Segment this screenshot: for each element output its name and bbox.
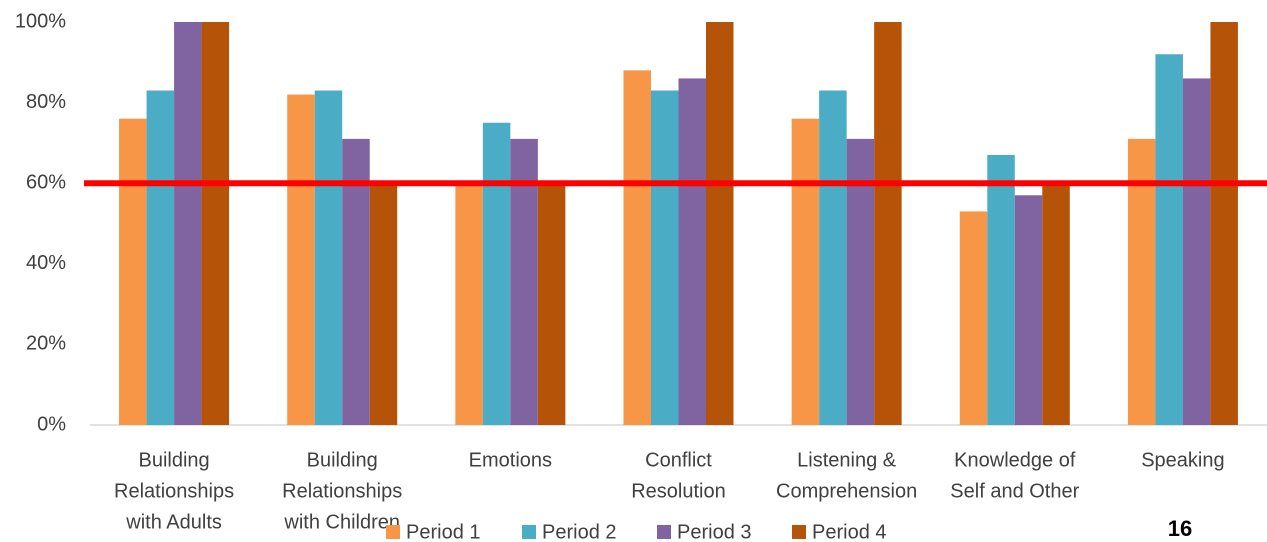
- y-tick-label: 20%: [26, 333, 66, 355]
- legend-swatch: [386, 525, 400, 539]
- bar: [1042, 183, 1070, 425]
- bar: [846, 138, 875, 425]
- legend-swatch: [522, 525, 536, 539]
- legend-swatch: [792, 525, 806, 539]
- y-tick-label: 100%: [15, 10, 66, 32]
- x-tick-label: Relationships: [114, 480, 234, 502]
- bar: [678, 78, 706, 426]
- x-tick-label: Speaking: [1141, 449, 1224, 471]
- bar: [201, 22, 230, 425]
- x-tick-label: Knowledge of: [954, 449, 1076, 471]
- bar: [537, 183, 566, 425]
- bar: [342, 138, 370, 425]
- legend-label: Period 1: [406, 521, 481, 542]
- x-tick-label: Self and Other: [950, 480, 1079, 502]
- x-tick-label: Emotions: [469, 449, 552, 471]
- x-tick-label: Relationships: [282, 480, 402, 502]
- bar: [651, 90, 679, 425]
- bar: [510, 138, 538, 425]
- bar: [1182, 78, 1211, 426]
- legend-label: Period 4: [812, 521, 887, 542]
- legend-swatch: [657, 525, 671, 539]
- bar: [482, 122, 511, 425]
- y-tick-label: 0%: [37, 413, 66, 435]
- bar: [287, 94, 315, 425]
- x-tick-label: Building: [138, 449, 209, 471]
- page-number: 16: [1168, 516, 1192, 541]
- x-tick-label: with Children: [283, 511, 400, 533]
- bar: [959, 211, 988, 425]
- x-tick-label: Resolution: [631, 480, 726, 502]
- bar: [874, 22, 902, 425]
- bar: [119, 118, 147, 425]
- bar: [369, 183, 398, 425]
- bar: [455, 183, 483, 425]
- y-tick-label: 60%: [26, 171, 66, 193]
- x-tick-label: Listening &: [797, 449, 897, 471]
- bar: [987, 154, 1015, 426]
- bar: [174, 22, 202, 425]
- bar: [791, 118, 820, 425]
- bar: [706, 22, 734, 425]
- x-tick-label: Building: [307, 449, 378, 471]
- bar: [146, 90, 175, 425]
- bar: [314, 90, 343, 425]
- bar: [1127, 138, 1156, 425]
- bar: [1210, 22, 1238, 425]
- y-tick-label: 80%: [26, 91, 66, 113]
- bar: [1155, 54, 1183, 426]
- bar: [1014, 195, 1043, 425]
- legend-label: Period 3: [677, 521, 752, 542]
- bar: [623, 70, 651, 426]
- x-tick-label: with Adults: [125, 511, 222, 533]
- y-tick-label: 40%: [26, 252, 66, 274]
- x-tick-label: Comprehension: [776, 480, 917, 502]
- legend-label: Period 2: [542, 521, 617, 542]
- bar: [819, 90, 847, 425]
- x-tick-label: Conflict: [645, 449, 712, 471]
